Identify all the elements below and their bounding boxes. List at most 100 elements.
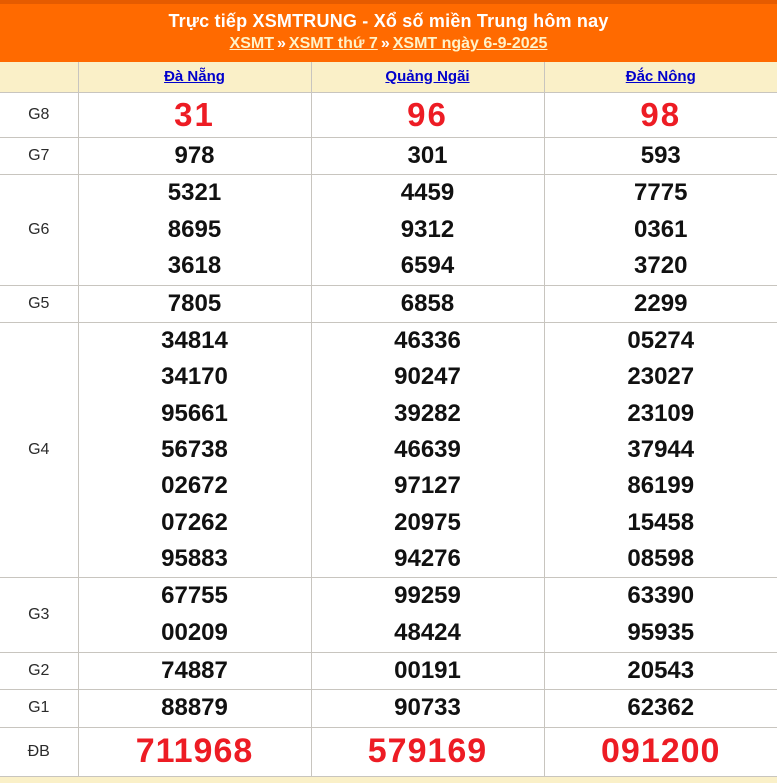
prize-label-db: ĐB bbox=[0, 727, 78, 776]
number-value: 95883 bbox=[79, 541, 311, 577]
breadcrumb-separator: » bbox=[274, 35, 289, 52]
number-value: 34814 bbox=[79, 323, 311, 359]
prize-column-header bbox=[0, 62, 78, 92]
number-value: 31 bbox=[79, 93, 311, 137]
number-value: 23109 bbox=[545, 395, 777, 431]
number-value: 23027 bbox=[545, 359, 777, 395]
number-value: 20975 bbox=[312, 504, 544, 540]
number-value: 67755 bbox=[79, 578, 311, 615]
number-value: 579169 bbox=[312, 728, 544, 776]
number-value: 86199 bbox=[545, 468, 777, 504]
province-link-quang-ngai[interactable]: Quảng Ngãi bbox=[385, 68, 469, 85]
numbers-g2-col0: 74887 bbox=[78, 652, 311, 689]
number-value: 07262 bbox=[79, 504, 311, 540]
table-head: Đà Nẵng Quảng Ngãi Đắc Nông bbox=[0, 62, 777, 92]
numbers-g8-col1: 96 bbox=[311, 92, 544, 137]
number-value: 90733 bbox=[312, 690, 544, 726]
number-value: 37944 bbox=[545, 432, 777, 468]
number-value: 5321 bbox=[79, 175, 311, 212]
number-value: 95935 bbox=[545, 615, 777, 652]
number-value: 9312 bbox=[312, 211, 544, 248]
number-value: 7775 bbox=[545, 175, 777, 212]
numbers-g2-col2: 20543 bbox=[544, 652, 777, 689]
numbers-g7-col1: 301 bbox=[311, 137, 544, 174]
number-value: 3618 bbox=[79, 248, 311, 285]
breadcrumb-link-2[interactable]: XSMT ngày 6-9-2025 bbox=[393, 35, 548, 52]
number-value: 6858 bbox=[312, 286, 544, 322]
breadcrumb-link-0[interactable]: XSMT bbox=[230, 35, 274, 52]
number-value: 593 bbox=[545, 138, 777, 174]
number-value: 091200 bbox=[545, 728, 777, 776]
prize-label-g3: G3 bbox=[0, 577, 78, 652]
number-value: 4459 bbox=[312, 175, 544, 212]
number-value: 711968 bbox=[79, 728, 311, 776]
number-value: 96 bbox=[312, 93, 544, 137]
numbers-db-col0: 711968 bbox=[78, 727, 311, 776]
province-link-da-nang[interactable]: Đà Nẵng bbox=[164, 68, 225, 85]
province-header-row: Đà Nẵng Quảng Ngãi Đắc Nông bbox=[0, 62, 777, 92]
numbers-g7-col2: 593 bbox=[544, 137, 777, 174]
number-value: 00191 bbox=[312, 653, 544, 689]
numbers-g7-col0: 978 bbox=[78, 137, 311, 174]
number-value: 05274 bbox=[545, 323, 777, 359]
number-value: 98 bbox=[545, 93, 777, 137]
number-value: 90247 bbox=[312, 359, 544, 395]
bottom-strip bbox=[0, 776, 777, 783]
number-value: 02672 bbox=[79, 468, 311, 504]
prize-label-g4: G4 bbox=[0, 322, 78, 577]
number-value: 08598 bbox=[545, 541, 777, 577]
prize-label-g6: G6 bbox=[0, 174, 78, 285]
numbers-db-col1: 579169 bbox=[311, 727, 544, 776]
number-value: 39282 bbox=[312, 395, 544, 431]
numbers-db-col2: 091200 bbox=[544, 727, 777, 776]
numbers-g5-col1: 6858 bbox=[311, 285, 544, 322]
number-value: 0361 bbox=[545, 211, 777, 248]
number-value: 20543 bbox=[545, 653, 777, 689]
number-value: 301 bbox=[312, 138, 544, 174]
breadcrumb-link-1[interactable]: XSMT thứ 7 bbox=[289, 35, 378, 52]
province-link-dac-nong[interactable]: Đắc Nông bbox=[626, 68, 696, 85]
number-value: 88879 bbox=[79, 690, 311, 726]
number-value: 6594 bbox=[312, 248, 544, 285]
breadcrumb: XSMT»XSMT thứ 7»XSMT ngày 6-9-2025 bbox=[0, 33, 777, 55]
number-value: 34170 bbox=[79, 359, 311, 395]
prize-label-g5: G5 bbox=[0, 285, 78, 322]
numbers-g1-col1: 90733 bbox=[311, 690, 544, 727]
number-value: 74887 bbox=[79, 653, 311, 689]
page-title: Trực tiếp XSMTRUNG - Xổ số miền Trung hô… bbox=[0, 9, 777, 33]
numbers-g5-col0: 7805 bbox=[78, 285, 311, 322]
number-value: 94276 bbox=[312, 541, 544, 577]
number-value: 8695 bbox=[79, 211, 311, 248]
prize-label-g8: G8 bbox=[0, 92, 78, 137]
breadcrumb-separator: » bbox=[378, 35, 393, 52]
number-value: 56738 bbox=[79, 432, 311, 468]
number-value: 15458 bbox=[545, 504, 777, 540]
number-value: 00209 bbox=[79, 615, 311, 652]
number-value: 2299 bbox=[545, 286, 777, 322]
number-value: 48424 bbox=[312, 615, 544, 652]
number-value: 99259 bbox=[312, 578, 544, 615]
numbers-g5-col2: 2299 bbox=[544, 285, 777, 322]
number-value: 7805 bbox=[79, 286, 311, 322]
number-value: 63390 bbox=[545, 578, 777, 615]
numbers-g1-col0: 88879 bbox=[78, 690, 311, 727]
numbers-g8-col2: 98 bbox=[544, 92, 777, 137]
number-value: 46336 bbox=[312, 323, 544, 359]
